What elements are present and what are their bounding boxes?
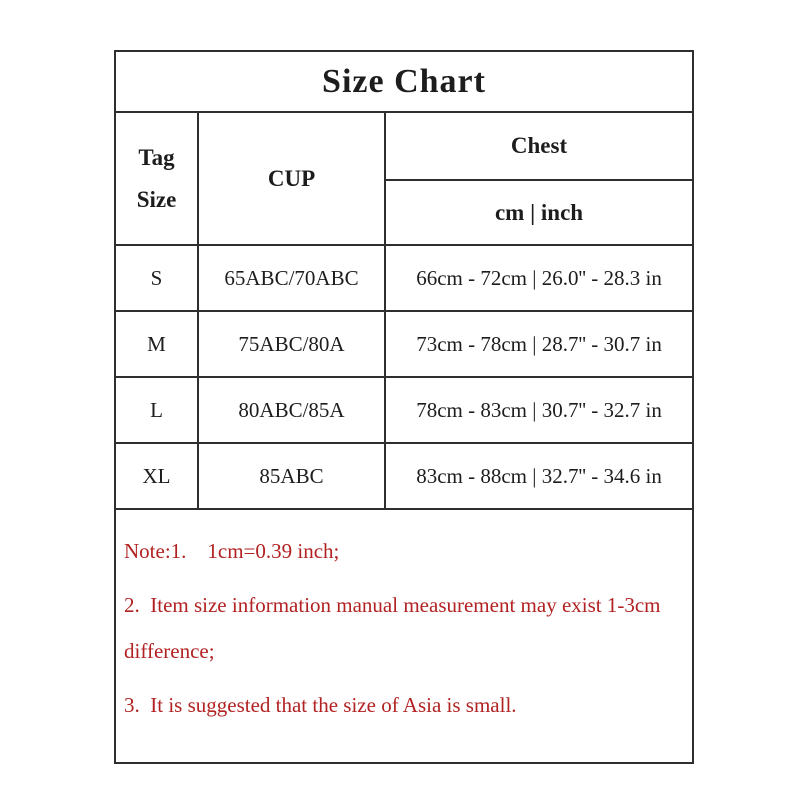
notes-row: Note:1. 1cm=0.39 inch; 2. Item size info… [113, 508, 695, 764]
cup-value: 65ABC/70ABC [197, 244, 386, 312]
header-tag-line1: Tag [138, 144, 175, 170]
chest-value: 78cm - 83cm | 30.7'' - 32.7 in [383, 376, 695, 444]
note-line-1: Note:1. 1cm=0.39 inch; [124, 539, 340, 563]
note-line-3: 3. It is suggested that the size of Asia… [124, 693, 517, 717]
cup-value: 85ABC [197, 442, 386, 510]
header-row-1: Tag Size CUP Chest [114, 110, 695, 246]
table-row-l: L 80ABC/85A 78cm - 83cm | 30.7'' - 32.7 … [114, 376, 695, 444]
tag-size-value: M [114, 310, 199, 378]
header-tag-size: Tag Size [114, 111, 199, 246]
note-line-2: 2. Item size information manual measurem… [124, 593, 666, 663]
chest-value: 83cm - 88cm | 32.7'' - 34.6 in [383, 442, 695, 510]
header-tag-line2: Size [136, 186, 177, 212]
size-chart-table: Size Chart Tag Size CUP Chest cm | inch … [113, 50, 695, 764]
table-row-xl: XL 85ABC 83cm - 88cm | 32.7'' - 34.6 in [114, 442, 695, 510]
tag-size-value: XL [114, 442, 199, 510]
table-row-m: M 75ABC/80A 73cm - 78cm | 28.7'' - 30.7 … [114, 310, 695, 378]
chest-value: 73cm - 78cm | 28.7'' - 30.7 in [383, 310, 695, 378]
header-cup: CUP [197, 111, 386, 246]
chest-value: 66cm - 72cm | 26.0'' - 28.3 in [383, 244, 695, 312]
table-row-s: S 65ABC/70ABC 66cm - 72cm | 26.0'' - 28.… [114, 244, 695, 312]
header-chest-units: cm | inch [383, 179, 695, 246]
tag-size-value: L [114, 376, 199, 444]
cup-value: 80ABC/85A [197, 376, 386, 444]
title-row: Size Chart [113, 50, 695, 113]
tag-size-value: S [114, 244, 199, 312]
page-title: Size Chart [113, 50, 695, 113]
cup-value: 75ABC/80A [197, 310, 386, 378]
header-row-2: cm | inch [115, 179, 695, 246]
tag-size-stack: Tag Size [116, 145, 197, 213]
header-chest: Chest [383, 110, 695, 182]
notes-section: Note:1. 1cm=0.39 inch; 2. Item size info… [113, 508, 695, 764]
